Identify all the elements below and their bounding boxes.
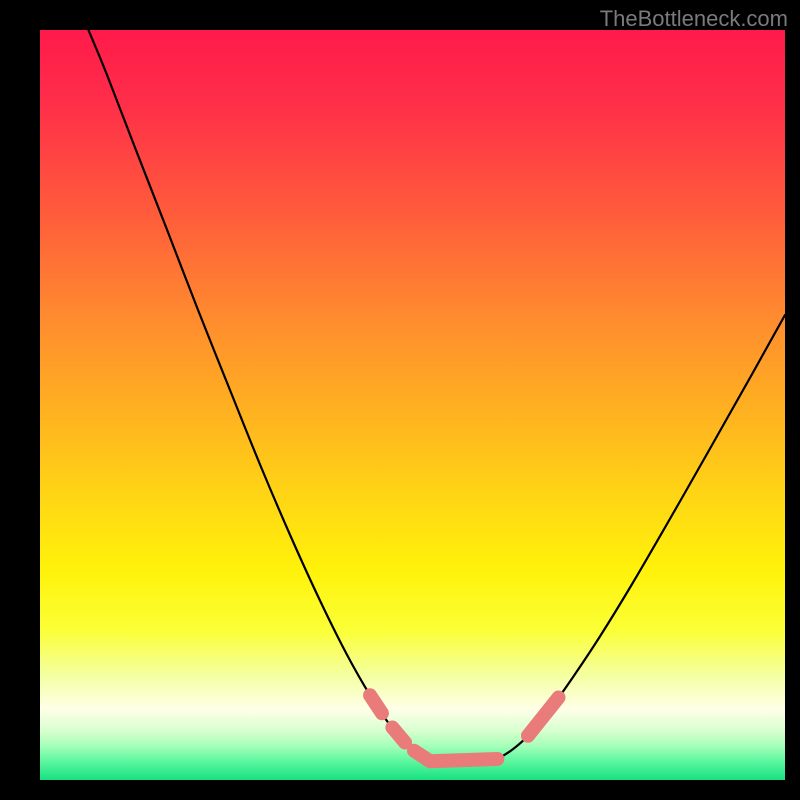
highlight-segment (370, 695, 382, 713)
highlight-segment (430, 759, 497, 761)
chart-frame: TheBottleneck.com (0, 0, 800, 800)
watermark-text: TheBottleneck.com (600, 6, 788, 32)
chart-svg (40, 30, 785, 780)
highlight-segment (392, 728, 405, 743)
plot-area (40, 30, 785, 780)
gradient-background (40, 30, 785, 780)
